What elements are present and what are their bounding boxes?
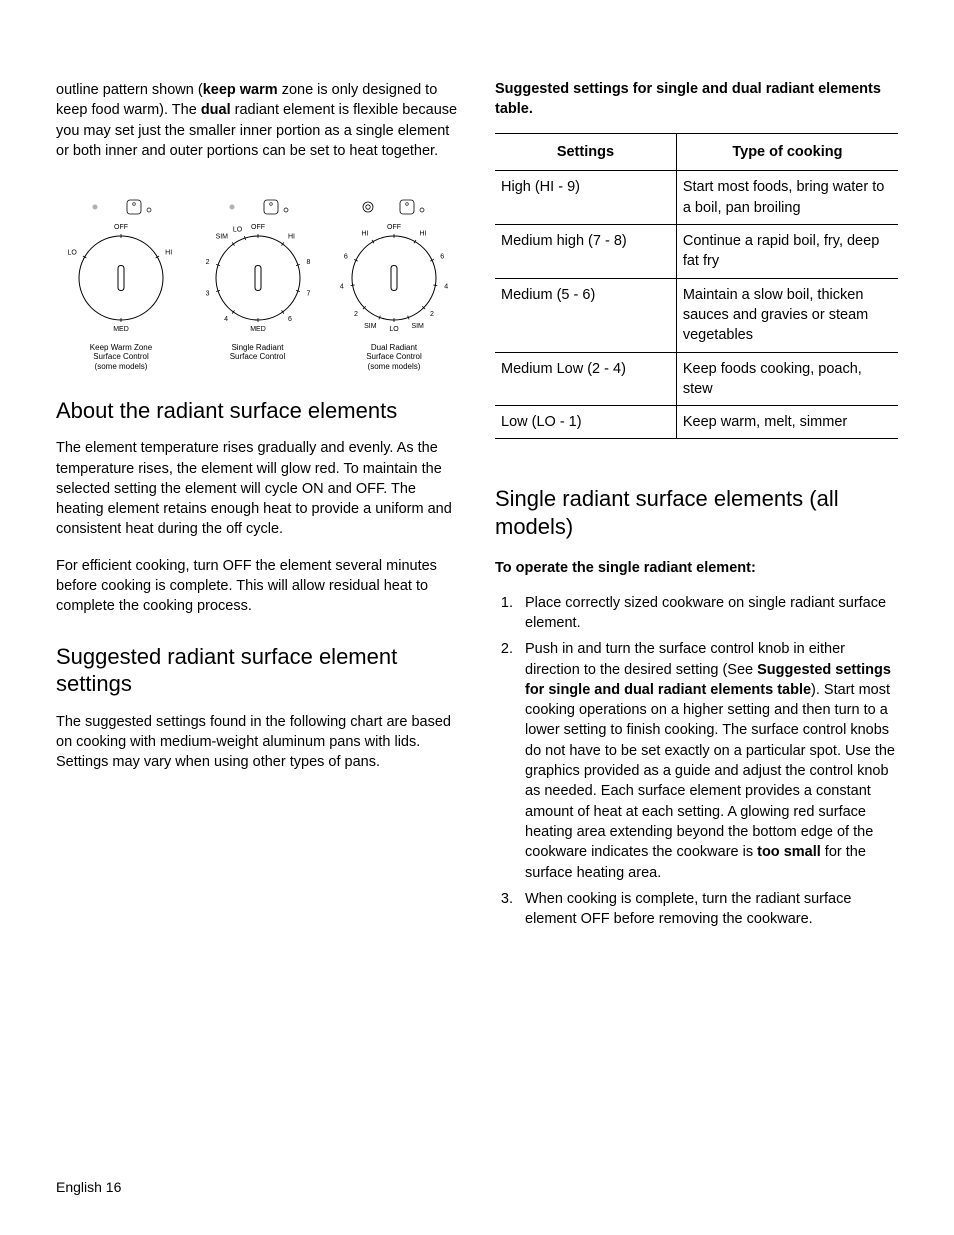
knob-svg: OFF HI 6 4 2 SIM LO SIM 2 4 6 HI [329,193,459,343]
svg-text:3: 3 [205,291,209,298]
svg-text:OFF: OFF [251,224,265,231]
knob-diagram: OFF HI 8 7 6 MED 4 3 2 SIM LO Single RadiantSurface… [193,193,323,371]
svg-text:6: 6 [344,253,348,260]
svg-text:MED: MED [250,326,266,333]
svg-text:HI: HI [165,250,172,257]
table-cell: High (HI - 9) [495,171,676,225]
table-row: Medium high (7 - 8)Continue a rapid boil… [495,225,898,279]
knob-diagram: OFF HI MED LO Keep Warm ZoneSurface Control(… [56,193,186,371]
svg-text:HI: HI [362,231,369,238]
table-caption: Suggested settings for single and dual r… [495,80,898,119]
left-column: outline pattern shown (keep warm zone is… [56,80,459,935]
instruction-step: Place correctly sized cookware on single… [517,593,898,634]
svg-text:8: 8 [306,259,310,266]
page: outline pattern shown (keep warm zone is… [0,0,954,1235]
instruction-step: When cooking is complete, turn the radia… [517,889,898,930]
svg-text:LO: LO [67,250,77,257]
svg-text:4: 4 [340,284,344,291]
svg-text:7: 7 [306,291,310,298]
svg-text:OFF: OFF [114,224,128,231]
table-header: Settings [495,134,676,171]
knob-diagram: OFF HI 6 4 2 SIM LO SIM 2 4 6 HI Dual RadiantSurface… [329,193,459,371]
svg-text:SIM: SIM [215,234,228,241]
table-header: Type of cooking [676,134,898,171]
table-cell: Continue a rapid boil, fry, deep fat fry [676,225,898,279]
svg-text:6: 6 [287,316,291,323]
suggested-paragraph: The suggested settings found in the foll… [56,712,459,773]
table-cell: Medium high (7 - 8) [495,225,676,279]
intro-paragraph: outline pattern shown (keep warm zone is… [56,80,459,161]
instruction-step: Push in and turn the surface control kno… [517,639,898,883]
svg-text:SIM: SIM [364,323,377,330]
svg-text:2: 2 [354,311,358,318]
heading-single: Single radiant surface elements (all mod… [495,485,898,540]
knob-svg: OFF HI 8 7 6 MED 4 3 2 SIM LO [193,193,323,343]
heading-suggested: Suggested radiant surface element settin… [56,643,459,698]
knob-caption-line: Single Radiant [231,343,283,352]
knob-caption-line: (some models) [95,362,148,371]
svg-text:OFF: OFF [387,224,401,231]
svg-text:6: 6 [440,253,444,260]
knob-caption-line: (some models) [368,362,421,371]
about-paragraph-2: For efficient cooking, turn OFF the elem… [56,556,459,617]
knob-caption-line: Dual Radiant [371,343,417,352]
svg-text:LO: LO [232,227,242,234]
table-cell: Keep foods cooking, poach, stew [676,352,898,406]
table-cell: Medium (5 - 6) [495,278,676,352]
svg-text:HI: HI [420,231,427,238]
table-cell: Low (LO - 1) [495,406,676,439]
heading-about: About the radiant surface elements [56,397,459,425]
two-column-layout: outline pattern shown (keep warm zone is… [56,80,898,935]
table-cell: Start most foods, bring water to a boil,… [676,171,898,225]
svg-text:4: 4 [224,316,228,323]
table-row: High (HI - 9)Start most foods, bring wat… [495,171,898,225]
svg-text:LO: LO [389,326,399,333]
about-paragraph-1: The element temperature rises gradually … [56,438,459,539]
table-cell: Keep warm, melt, simmer [676,406,898,439]
svg-text:2: 2 [430,311,434,318]
svg-text:4: 4 [444,284,448,291]
table-row: Medium (5 - 6)Maintain a slow boil, thic… [495,278,898,352]
knob-caption-line: Surface Control [366,352,422,361]
instruction-heading: To operate the single radiant element: [495,558,898,578]
settings-table: SettingsType of cookingHigh (HI - 9)Star… [495,133,898,439]
svg-text:SIM: SIM [411,323,424,330]
table-cell: Maintain a slow boil, thicken sauces and… [676,278,898,352]
instruction-list: Place correctly sized cookware on single… [495,593,898,930]
svg-text:HI: HI [287,234,294,241]
page-footer: English 16 [56,1179,121,1195]
knob-caption-line: Surface Control [230,352,286,361]
knob-diagram-row: OFFHIMEDLOKeep Warm ZoneSurface Control(… [56,193,459,371]
svg-text:MED: MED [113,326,129,333]
table-row: Medium Low (2 - 4)Keep foods cooking, po… [495,352,898,406]
knob-caption-line: Surface Control [93,352,149,361]
knob-svg: OFF HI MED LO [56,193,186,343]
svg-text:2: 2 [205,259,209,266]
table-row: Low (LO - 1)Keep warm, melt, simmer [495,406,898,439]
table-cell: Medium Low (2 - 4) [495,352,676,406]
knob-caption-line: Keep Warm Zone [90,343,152,352]
right-column: Suggested settings for single and dual r… [495,80,898,935]
